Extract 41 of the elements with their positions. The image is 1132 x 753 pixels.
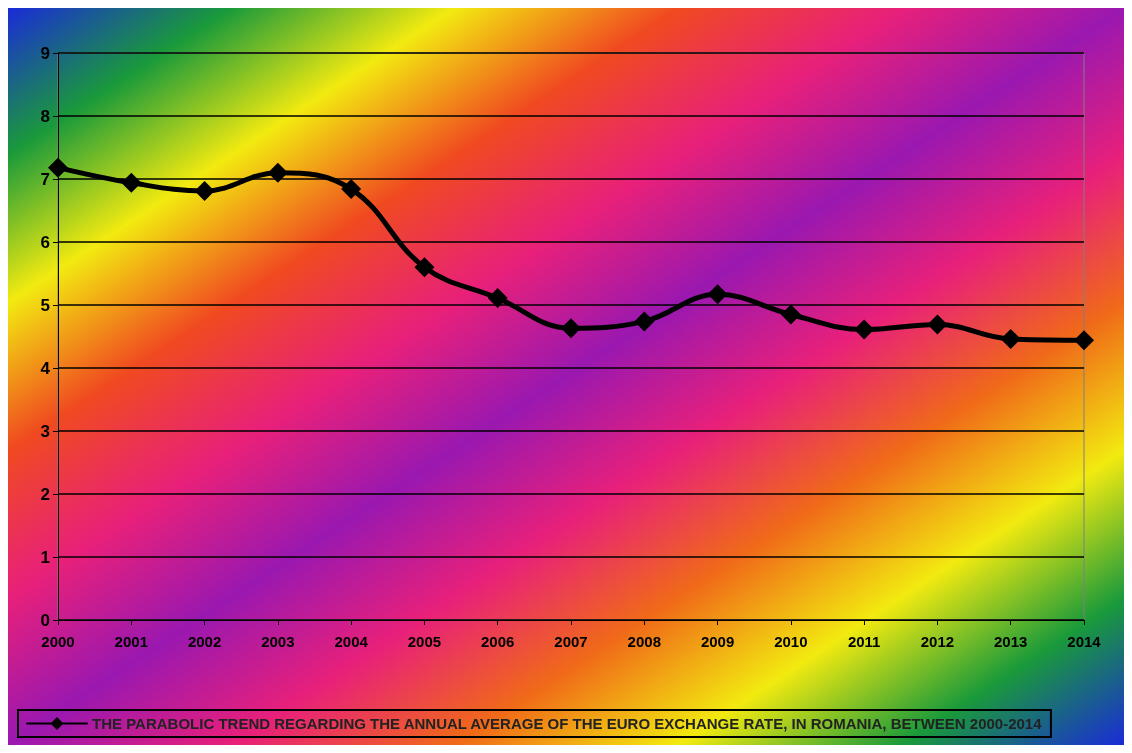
y-tick-label: 8 xyxy=(40,106,50,126)
point xyxy=(267,162,288,183)
x-tick-label: 2000 xyxy=(41,633,75,650)
x-tick-label: 2014 xyxy=(1067,633,1102,650)
legend-label: THE PARABOLIC TREND REGARDING THE ANNUAL AVERAGE OF THE EURO EXCHANGE RATE, IN ROMANIA, BETWEEN 2000-2014 xyxy=(92,715,1043,732)
point xyxy=(487,288,508,309)
point xyxy=(48,157,68,178)
x-tick-label: 2009 xyxy=(700,633,735,650)
y-tick-label: 2 xyxy=(40,484,50,504)
point xyxy=(341,179,362,200)
y-tick-label: 6 xyxy=(40,232,50,252)
x-tick-label: 2004 xyxy=(334,633,369,650)
point xyxy=(634,311,655,332)
point xyxy=(561,318,581,339)
y-tick-label: 7 xyxy=(40,169,50,189)
x-tick-label: 2007 xyxy=(554,633,588,650)
x-tick-label: 2003 xyxy=(261,633,295,650)
x-tick-label: 2002 xyxy=(187,633,222,650)
x-tick-label: 2005 xyxy=(407,633,442,650)
point xyxy=(194,180,215,201)
point xyxy=(854,319,875,340)
point xyxy=(414,257,435,278)
y-tick-label: 0 xyxy=(40,610,50,630)
y-tick-label: 3 xyxy=(40,421,50,441)
point xyxy=(927,314,948,335)
x-tick-label: 2008 xyxy=(627,633,661,650)
point xyxy=(1000,329,1021,350)
x-tick-label: 2012 xyxy=(920,633,955,650)
point xyxy=(707,284,728,305)
x-tick-label: 2006 xyxy=(481,633,515,650)
point xyxy=(121,172,142,193)
y-tick-label: 5 xyxy=(40,295,50,315)
x-tick-label: 2011 xyxy=(847,633,881,650)
x-tick-label: 2010 xyxy=(774,633,808,650)
x-tick-label: 2013 xyxy=(994,633,1028,650)
point xyxy=(1074,330,1094,351)
y-tick-label: 4 xyxy=(40,358,51,378)
y-tick-label: 9 xyxy=(40,43,50,63)
point xyxy=(780,304,801,325)
y-tick-label: 1 xyxy=(40,547,50,567)
x-tick-label: 2001 xyxy=(114,633,148,650)
